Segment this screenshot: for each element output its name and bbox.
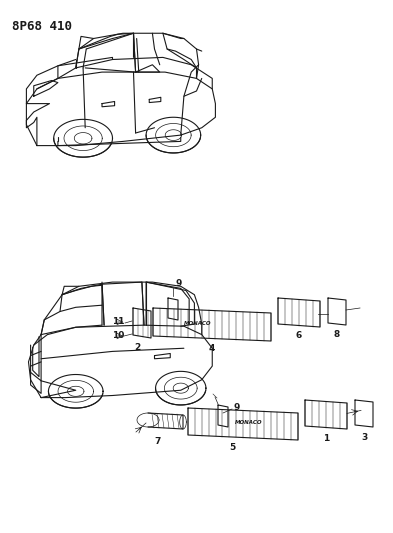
Text: 8P68 410: 8P68 410 xyxy=(12,20,72,33)
Text: 3: 3 xyxy=(361,433,367,442)
Text: 5: 5 xyxy=(229,443,235,452)
Text: 9: 9 xyxy=(176,279,182,288)
Text: 11: 11 xyxy=(112,318,125,327)
Text: 9: 9 xyxy=(234,402,241,411)
Text: 6: 6 xyxy=(296,331,302,340)
Text: MONACO: MONACO xyxy=(184,321,211,326)
Text: 8: 8 xyxy=(334,330,340,339)
Text: 7: 7 xyxy=(155,437,161,446)
Text: 10: 10 xyxy=(112,332,124,341)
Text: 1: 1 xyxy=(323,434,329,443)
Text: MONACO: MONACO xyxy=(235,421,262,425)
Text: 2: 2 xyxy=(134,343,140,352)
Text: 4: 4 xyxy=(209,344,215,353)
